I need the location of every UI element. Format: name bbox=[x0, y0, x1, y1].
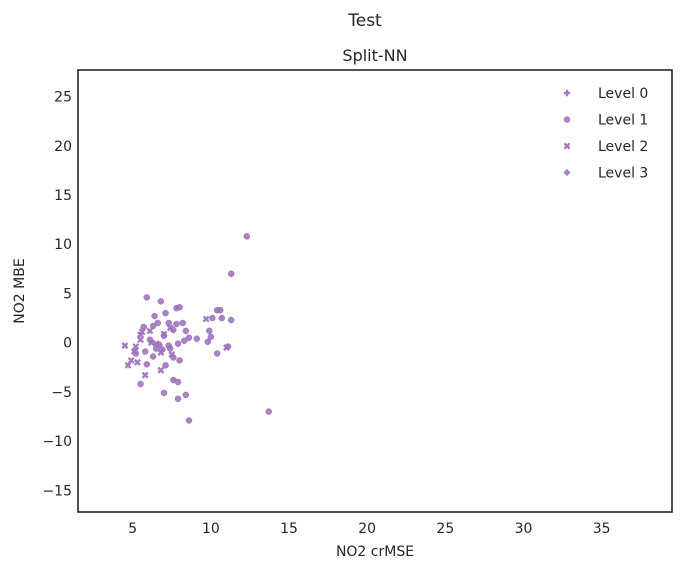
data-point bbox=[216, 306, 224, 314]
y-tick-label: 5 bbox=[63, 286, 72, 302]
data-point bbox=[162, 309, 169, 317]
data-point bbox=[174, 395, 182, 403]
x-tick-label: 5 bbox=[128, 521, 137, 537]
data-point bbox=[149, 322, 157, 330]
data-point bbox=[176, 303, 183, 311]
legend-marker bbox=[563, 116, 571, 123]
data-point bbox=[127, 356, 135, 364]
x-tick-label: 15 bbox=[280, 521, 298, 537]
legend-label: Level 2 bbox=[598, 139, 648, 155]
data-point bbox=[160, 330, 168, 338]
y-tick-label: 20 bbox=[54, 139, 72, 155]
legend-marker bbox=[563, 168, 571, 177]
data-point bbox=[213, 350, 221, 357]
data-point bbox=[148, 339, 155, 347]
legend-label: Level 0 bbox=[598, 86, 648, 102]
data-point bbox=[207, 333, 215, 341]
legend-marker bbox=[563, 142, 571, 150]
data-point bbox=[124, 361, 132, 369]
data-point bbox=[166, 324, 174, 332]
data-point bbox=[204, 338, 211, 345]
data-point bbox=[176, 357, 183, 364]
y-tick-label: −15 bbox=[42, 483, 72, 499]
data-point bbox=[133, 358, 141, 366]
data-point bbox=[130, 348, 138, 355]
data-point bbox=[227, 270, 235, 278]
y-axis-label: NO2 MBE bbox=[12, 258, 28, 323]
data-point bbox=[185, 417, 193, 424]
data-point bbox=[141, 371, 149, 379]
data-point bbox=[152, 340, 160, 348]
data-point bbox=[149, 353, 157, 360]
x-tick-label: 10 bbox=[202, 521, 220, 537]
data-point bbox=[162, 362, 169, 369]
data-point bbox=[151, 312, 158, 320]
data-point bbox=[138, 328, 146, 336]
y-tick-label: 25 bbox=[54, 90, 72, 106]
data-point bbox=[174, 340, 182, 347]
data-point bbox=[173, 320, 180, 328]
y-tick-label: −5 bbox=[51, 385, 72, 401]
data-point bbox=[174, 378, 182, 386]
y-axis-ticks: −15 −10 −5 0 5 10 15 20 25 bbox=[42, 90, 72, 500]
data-point bbox=[182, 327, 190, 335]
data-point bbox=[157, 349, 165, 356]
chart-title: Split-NN bbox=[342, 46, 407, 65]
data-point bbox=[243, 233, 251, 240]
legend-label: Level 1 bbox=[598, 113, 648, 129]
data-point bbox=[146, 327, 154, 335]
y-tick-label: 15 bbox=[54, 188, 72, 204]
data-point bbox=[154, 319, 161, 327]
x-tick-label: 25 bbox=[436, 521, 454, 537]
data-point bbox=[202, 315, 210, 323]
data-point bbox=[218, 314, 226, 322]
data-point bbox=[223, 344, 230, 352]
x-tick-label: 30 bbox=[515, 521, 533, 537]
data-point bbox=[157, 298, 165, 305]
data-point bbox=[182, 391, 190, 399]
plot-frame bbox=[77, 69, 673, 513]
data-point bbox=[143, 361, 151, 368]
data-point bbox=[143, 294, 151, 301]
chart-suptitle: Test bbox=[347, 11, 382, 31]
data-point bbox=[168, 351, 176, 358]
data-points bbox=[121, 233, 272, 424]
data-point bbox=[157, 366, 165, 374]
data-point bbox=[121, 342, 129, 350]
y-tick-label: −10 bbox=[42, 434, 72, 450]
data-point bbox=[185, 334, 193, 342]
data-point bbox=[227, 316, 235, 324]
data-point bbox=[166, 345, 174, 352]
data-point bbox=[141, 348, 149, 355]
data-point bbox=[193, 335, 201, 342]
data-point bbox=[152, 345, 160, 352]
data-point bbox=[265, 408, 272, 415]
legend-marker bbox=[563, 89, 571, 97]
data-point bbox=[206, 327, 213, 335]
data-point bbox=[160, 389, 168, 397]
data-point bbox=[132, 343, 140, 351]
x-axis-ticks: 5 10 15 20 25 30 35 bbox=[128, 521, 610, 537]
legend: Level 0 Level 1 Level 2 Level 3 bbox=[563, 86, 648, 182]
data-point bbox=[137, 380, 144, 388]
data-point bbox=[181, 337, 188, 344]
legend-label: Level 3 bbox=[598, 166, 648, 182]
data-point bbox=[179, 319, 186, 327]
y-tick-label: 0 bbox=[63, 336, 72, 352]
y-tick-label: 10 bbox=[54, 237, 72, 253]
x-tick-label: 35 bbox=[593, 521, 611, 537]
x-tick-label: 20 bbox=[358, 521, 376, 537]
data-point bbox=[209, 314, 216, 322]
x-axis-label: NO2 crMSE bbox=[336, 544, 414, 560]
